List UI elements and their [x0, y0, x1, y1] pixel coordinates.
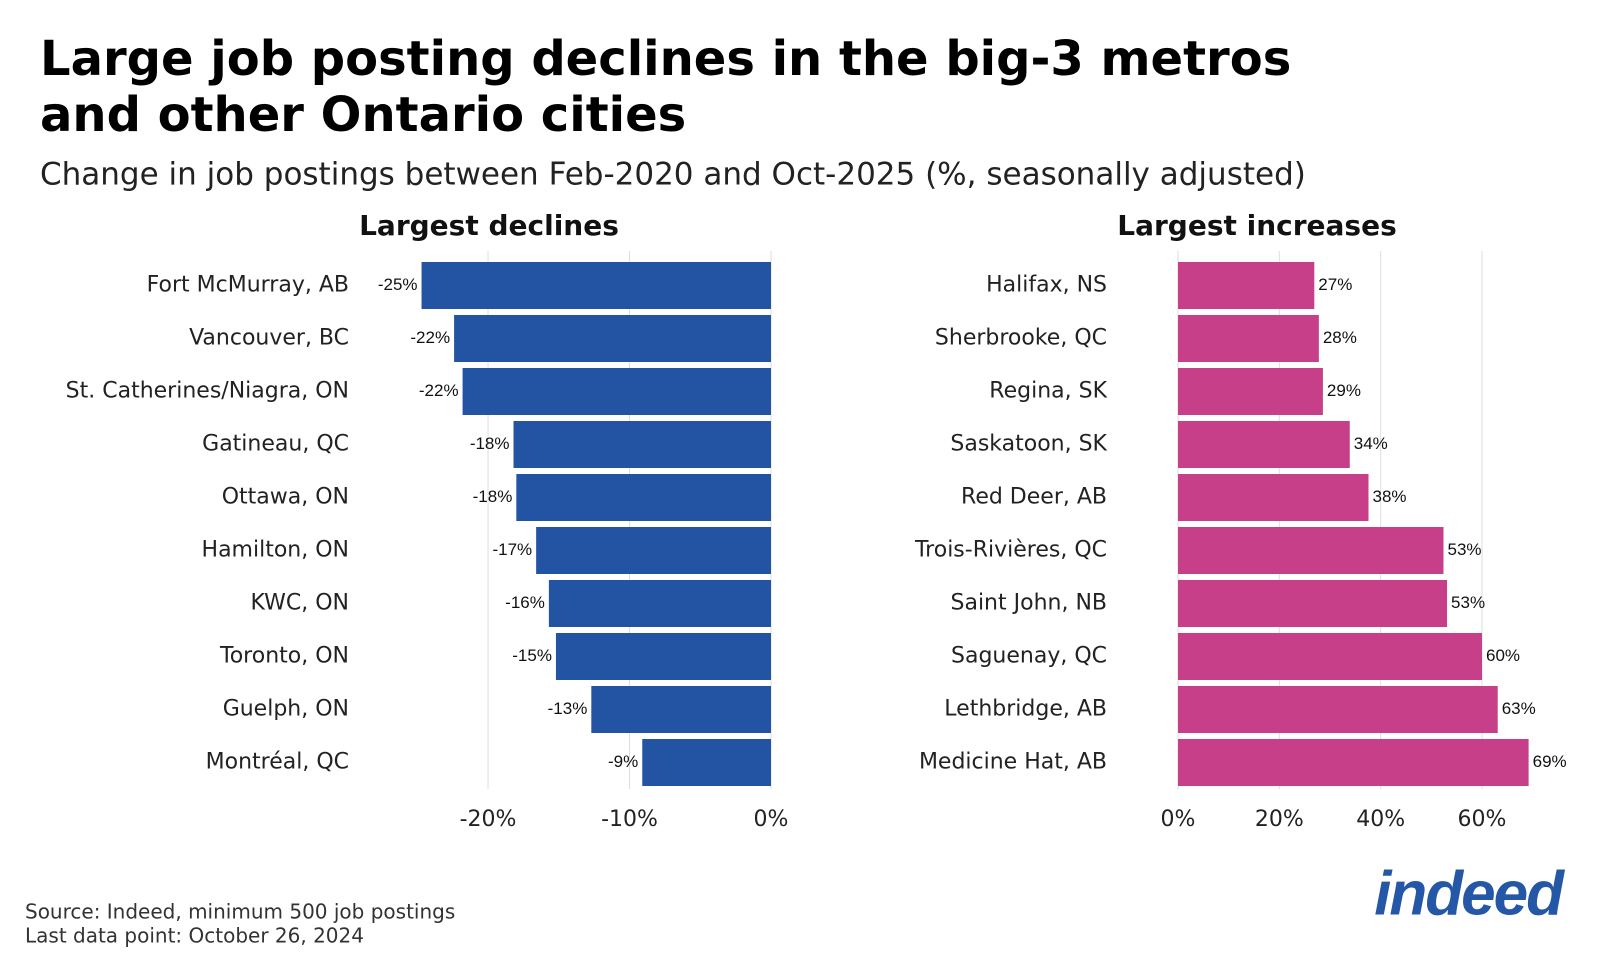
panel-title: Largest declines [359, 209, 619, 242]
value-label: -9% [608, 752, 638, 771]
panel-title: Largest increases [1117, 209, 1397, 242]
subtitle: Change in job postings between Feb-2020 … [40, 157, 1306, 193]
value-label: 27% [1318, 275, 1352, 294]
bar [1178, 421, 1350, 468]
bar [1178, 315, 1319, 362]
bar [454, 315, 771, 362]
bar [462, 368, 771, 415]
value-label: 53% [1451, 593, 1485, 612]
category-label: Gatineau, QC [202, 432, 349, 457]
value-label: 69% [1533, 752, 1567, 771]
category-label: Ottawa, ON [222, 485, 349, 510]
bar [1178, 262, 1315, 309]
value-label: 63% [1502, 699, 1536, 718]
x-tick-label: -20% [460, 807, 517, 832]
category-label: Hamilton, ON [202, 538, 349, 563]
value-label: -18% [470, 434, 510, 453]
category-label: Saskatoon, SK [950, 432, 1107, 457]
category-label: Regina, SK [989, 379, 1107, 404]
value-label: 28% [1323, 328, 1357, 347]
bar [421, 262, 771, 309]
category-label: St. Catherines/Niagra, ON [66, 379, 349, 404]
bar [513, 421, 771, 468]
value-label: -13% [548, 699, 588, 718]
category-label: Toronto, ON [219, 644, 349, 669]
x-tick-label: 60% [1458, 807, 1507, 832]
category-label: Red Deer, AB [961, 485, 1107, 510]
bar [1178, 527, 1444, 574]
last-data-note: Last data point: October 26, 2024 [25, 924, 364, 948]
category-label: Trois-Rivières, QC [914, 538, 1107, 563]
x-tick-label: 0% [754, 807, 789, 832]
value-label: 60% [1486, 646, 1520, 665]
source: Source: Indeed, minimum 500 job postings [25, 900, 455, 924]
value-label: 34% [1354, 434, 1388, 453]
bar [1178, 739, 1529, 786]
value-label: -22% [410, 328, 450, 347]
value-label: -15% [512, 646, 552, 665]
bar [555, 633, 771, 680]
value-label: -17% [492, 540, 532, 559]
bar [1178, 580, 1448, 627]
bar [548, 580, 771, 627]
x-tick-label: 40% [1356, 807, 1405, 832]
value-label: 29% [1327, 381, 1361, 400]
value-label: 38% [1373, 487, 1407, 506]
value-label: -22% [419, 381, 459, 400]
category-label: Saguenay, QC [951, 644, 1107, 669]
category-label: Saint John, NB [951, 591, 1108, 616]
title-line: Large job posting declines in the big-3 … [40, 31, 1291, 87]
value-label: -25% [378, 275, 418, 294]
category-label: Vancouver, BC [189, 326, 349, 351]
bar [642, 739, 771, 786]
category-label: Montréal, QC [206, 750, 349, 775]
value-label: -16% [505, 593, 545, 612]
x-tick-label: 0% [1161, 807, 1196, 832]
title-line: and other Ontario cities [40, 87, 686, 143]
bar [1178, 474, 1369, 521]
x-tick-label: 20% [1255, 807, 1304, 832]
category-label: Medicine Hat, AB [919, 750, 1107, 775]
bar [536, 527, 771, 574]
bar [591, 686, 771, 733]
bar [1178, 368, 1323, 415]
category-label: Fort McMurray, AB [147, 273, 349, 298]
category-label: KWC, ON [250, 591, 349, 616]
bar [1178, 633, 1482, 680]
logo: indeed [1374, 859, 1565, 928]
category-label: Lethbridge, AB [944, 697, 1107, 722]
bar [516, 474, 771, 521]
category-label: Guelph, ON [223, 697, 349, 722]
bar [1178, 686, 1498, 733]
category-label: Halifax, NS [986, 273, 1107, 298]
x-tick-label: -10% [601, 807, 658, 832]
value-label: -18% [473, 487, 513, 506]
value-label: 53% [1447, 540, 1481, 559]
category-label: Sherbrooke, QC [935, 326, 1107, 351]
